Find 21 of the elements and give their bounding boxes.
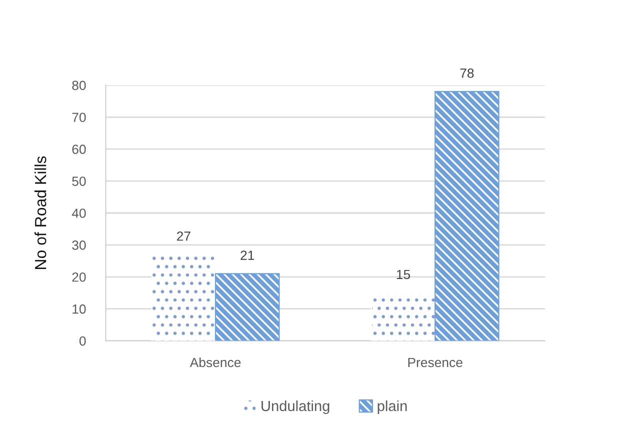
y-tick-label: 50 — [72, 176, 86, 186]
y-tick-label: 70 — [72, 112, 86, 122]
y-tick-label: 60 — [72, 144, 86, 154]
data-label: 21 — [240, 250, 254, 260]
y-axis-title: No of Road Kills — [34, 156, 46, 269]
data-label: 15 — [396, 270, 410, 280]
x-tick-label: Absence — [190, 357, 241, 368]
legend-label: plain — [378, 400, 407, 414]
y-tick-label: 20 — [72, 272, 86, 282]
y-tick-label: 40 — [72, 208, 86, 218]
y-tick-label: 0 — [79, 336, 86, 346]
y-tick-label: 80 — [72, 80, 86, 90]
data-label: 78 — [460, 68, 474, 78]
bar — [434, 91, 500, 341]
bar — [370, 292, 436, 341]
legend-label: Undulating — [262, 400, 330, 414]
data-label: 27 — [177, 231, 190, 241]
y-tick-label: 30 — [72, 240, 86, 250]
bar — [214, 273, 280, 341]
x-tick-label: Presence — [408, 358, 462, 368]
y-tick-label: 10 — [72, 304, 86, 314]
